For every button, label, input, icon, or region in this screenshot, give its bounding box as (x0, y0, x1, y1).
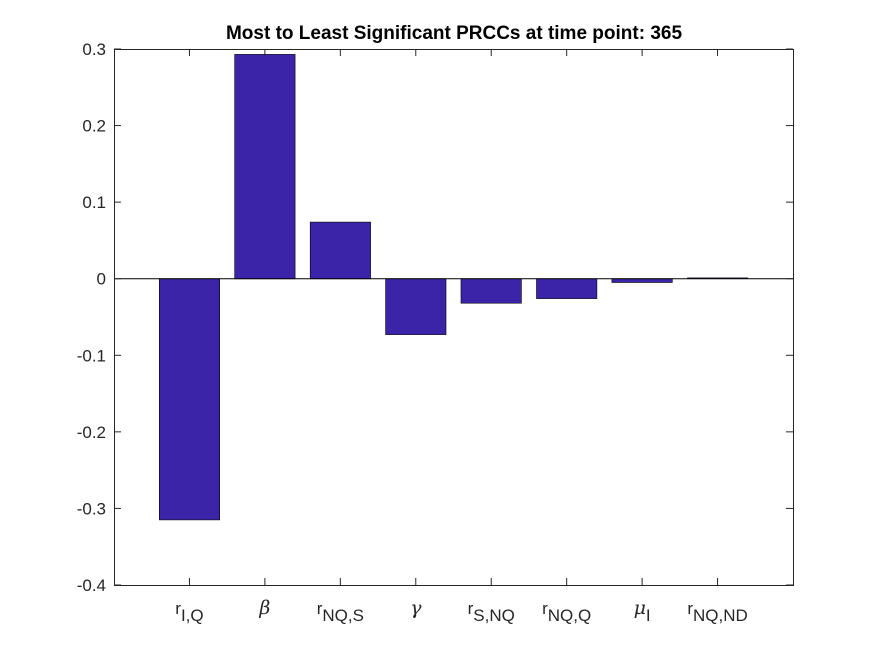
plot-area (114, 49, 793, 585)
y-tick-label: -0.3 (77, 499, 106, 518)
y-tick-label: 0.3 (82, 40, 106, 59)
x-tick-label: rI,Q (175, 599, 203, 625)
y-tick-label: 0.1 (82, 193, 106, 212)
y-tick-label: -0.1 (77, 346, 106, 365)
x-tick-label: μI (634, 597, 651, 625)
bar-4 (385, 278, 447, 335)
x-tick-label: rS,NQ (468, 599, 515, 625)
y-axis: -0.4 -0.3 -0.2 -0.1 0 0.1 0.2 0.3 (77, 40, 793, 595)
y-tick-label: -0.2 (77, 423, 106, 442)
x-tick-label: rNQ,Q (542, 599, 591, 625)
bar-7 (611, 278, 673, 283)
bar-3 (309, 221, 371, 280)
chart-title: Most to Least Significant PRCCs at time … (226, 23, 682, 44)
bar-2 (234, 54, 296, 280)
x-tick-label: rNQ,S (317, 599, 364, 625)
bar-1 (159, 278, 221, 521)
bar-6 (536, 278, 598, 299)
x-tick-label: rNQ,ND (687, 599, 747, 625)
y-tick-label: -0.4 (77, 576, 106, 595)
bar-5 (460, 278, 522, 304)
x-tick-label: β (258, 597, 270, 619)
y-tick-label: 0 (97, 270, 106, 289)
y-tick-label: 0.2 (82, 117, 106, 136)
plot-frame (114, 49, 794, 586)
x-tick-label: γ (410, 597, 422, 619)
x-axis: rI,Q β rNQ,S γ rS,NQ rNQ,Q μI rNQ,ND (175, 49, 748, 625)
